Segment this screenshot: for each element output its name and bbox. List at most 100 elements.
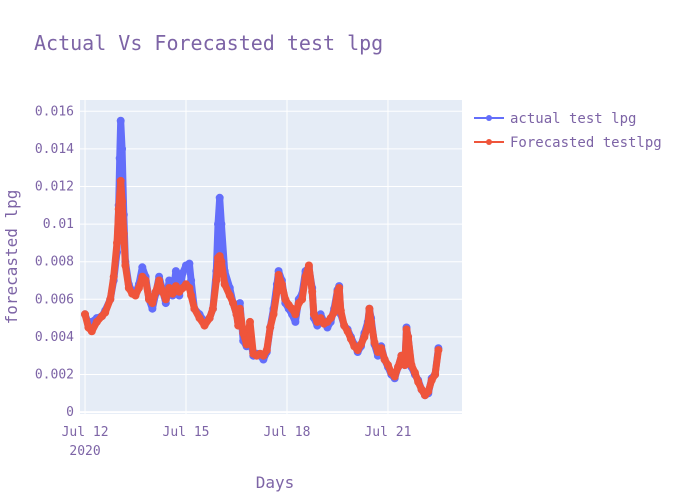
data-point <box>190 304 199 313</box>
data-point <box>115 154 124 163</box>
data-point <box>165 276 174 285</box>
data-point <box>119 229 128 238</box>
data-point <box>217 257 226 266</box>
legend-label-actual: actual test lpg <box>510 111 636 127</box>
legend-item-actual[interactable]: actual test lpg <box>474 111 636 127</box>
y-axis-title: forecasted lpg <box>2 190 21 325</box>
data-point <box>131 291 140 300</box>
legend-marker-forecasted <box>486 139 492 145</box>
data-point <box>343 327 352 336</box>
data-point <box>217 220 226 229</box>
data-point <box>116 116 125 125</box>
data-point <box>330 308 339 317</box>
data-point <box>229 299 238 308</box>
data-point <box>246 317 254 326</box>
y-tick-label: 0.002 <box>35 368 74 383</box>
data-point <box>220 280 229 289</box>
data-point <box>301 272 310 281</box>
x-tick-label: Jul 18 <box>264 425 311 440</box>
data-point <box>121 261 130 270</box>
data-point <box>187 291 196 300</box>
data-point <box>118 144 127 153</box>
data-point <box>377 344 386 353</box>
data-point <box>195 314 204 323</box>
chart-title: Actual Vs Forecasted test lpg <box>34 31 383 55</box>
data-point <box>360 332 369 341</box>
data-point <box>87 327 96 336</box>
data-point <box>208 304 217 313</box>
data-point <box>171 267 180 276</box>
legend-label-forecasted: Forecasted testlpg <box>510 135 662 151</box>
y-axis-ticks: 0 0.002 0.004 0.006 0.008 0.01 0.012 0.014 0.016 <box>35 104 74 420</box>
data-point <box>178 269 187 277</box>
data-point <box>274 270 283 279</box>
series-layer <box>81 116 443 400</box>
data-point <box>370 338 379 347</box>
data-point <box>151 287 160 296</box>
data-point <box>414 378 423 386</box>
data-point <box>357 340 365 349</box>
data-point <box>185 259 194 268</box>
data-point <box>404 332 413 341</box>
data-point <box>185 284 194 292</box>
data-point <box>168 289 177 298</box>
data-point <box>298 295 307 304</box>
data-point <box>234 321 243 330</box>
legend-item-forecasted[interactable]: Forecasted testlpg <box>474 135 662 151</box>
data-point <box>266 323 275 332</box>
data-point <box>239 329 248 338</box>
data-point <box>215 193 224 202</box>
data-point <box>242 340 251 349</box>
x-axis-ticks: Jul 12 2020 Jul 15 Jul 18 Jul 21 <box>62 425 412 459</box>
data-point <box>106 295 115 304</box>
data-point <box>141 276 150 285</box>
y-tick-label: 0.01 <box>43 217 74 232</box>
data-point <box>431 370 440 379</box>
x-tick-sublabel: 2020 <box>69 444 100 459</box>
x-tick-label: Jul 12 <box>62 425 109 440</box>
data-point <box>434 346 443 355</box>
data-point <box>272 287 281 296</box>
y-tick-label: 0 <box>66 405 74 420</box>
data-point <box>225 291 234 300</box>
data-point <box>161 295 170 304</box>
data-point <box>346 334 355 343</box>
data-point <box>138 263 147 272</box>
data-point <box>148 304 157 313</box>
data-point <box>335 284 344 292</box>
data-point <box>277 280 286 289</box>
data-point <box>365 304 374 313</box>
data-point <box>116 176 125 185</box>
legend[interactable]: actual test lpg Forecasted testlpg <box>474 111 662 151</box>
data-point <box>309 310 318 319</box>
data-point <box>200 321 209 330</box>
y-tick-label: 0.016 <box>35 104 74 119</box>
data-point <box>155 276 164 285</box>
legend-marker-actual <box>486 115 492 121</box>
data-point <box>384 361 392 370</box>
y-tick-label: 0.006 <box>35 292 74 307</box>
y-tick-label: 0.004 <box>35 330 74 345</box>
data-point <box>134 284 143 292</box>
x-tick-label: Jul 15 <box>163 425 210 440</box>
data-point <box>113 238 121 247</box>
data-point <box>291 317 300 326</box>
data-point <box>118 197 127 206</box>
series-1 <box>81 176 443 400</box>
y-tick-label: 0.012 <box>35 179 74 194</box>
data-point <box>397 351 406 360</box>
data-point <box>291 310 300 319</box>
data-point <box>367 317 376 326</box>
data-point <box>424 387 433 396</box>
y-tick-label: 0.014 <box>35 142 74 157</box>
data-point <box>262 346 271 355</box>
data-point <box>402 325 411 334</box>
data-point <box>212 276 221 285</box>
data-point <box>101 308 110 317</box>
data-point <box>81 310 89 319</box>
data-point <box>390 372 399 381</box>
x-tick-label: Jul 21 <box>364 425 411 440</box>
data-point <box>394 363 403 371</box>
data-point <box>109 272 118 281</box>
